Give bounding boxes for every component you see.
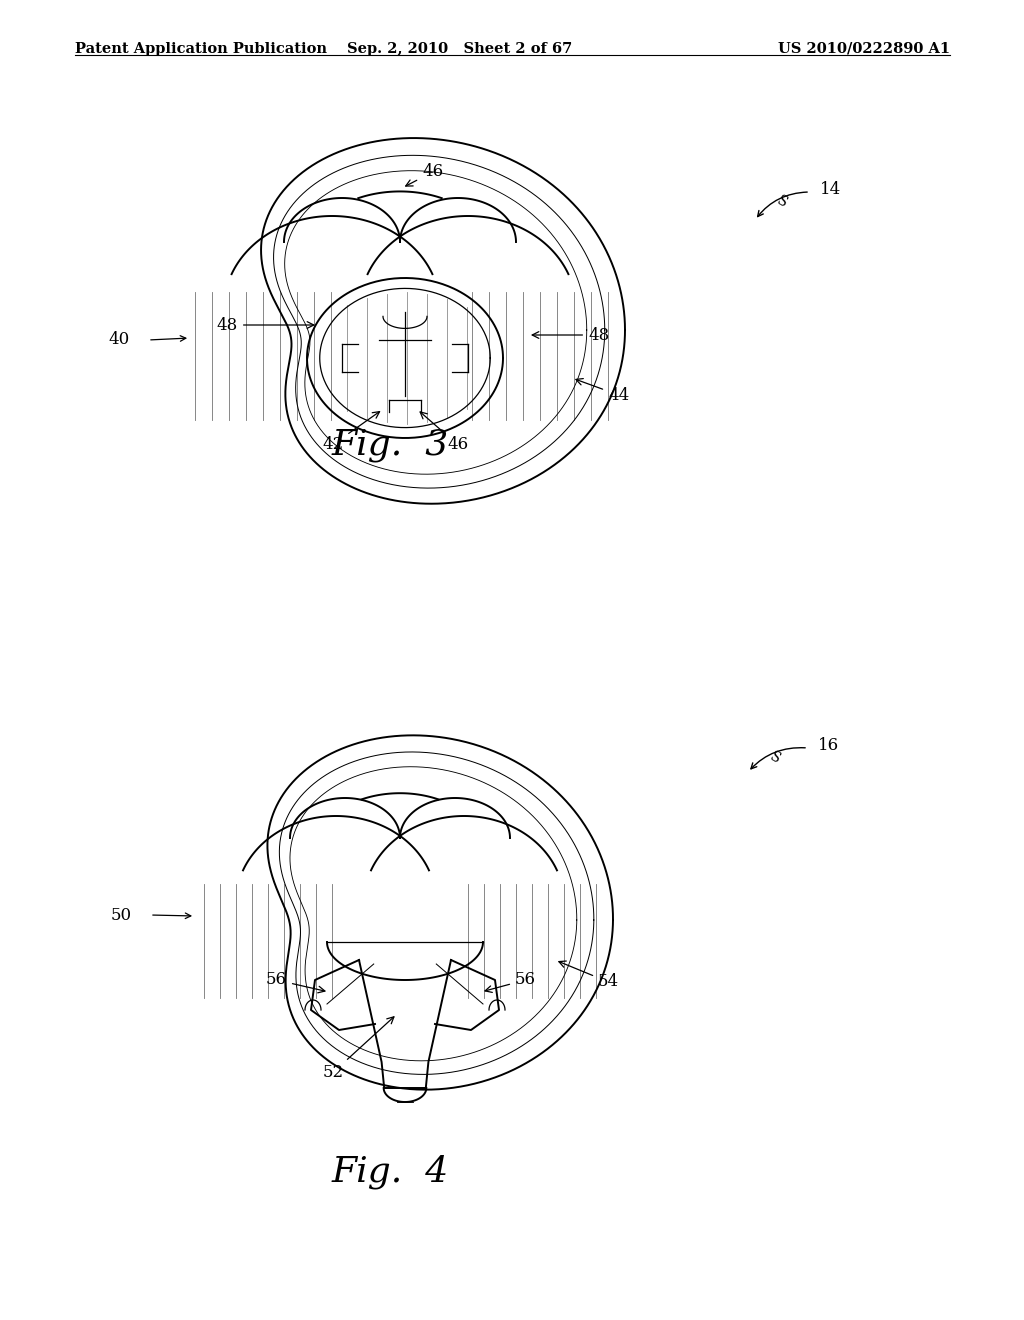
Text: 56: 56 (266, 972, 325, 993)
Text: 16: 16 (818, 738, 839, 755)
Text: US 2010/0222890 A1: US 2010/0222890 A1 (778, 42, 950, 55)
Text: 54: 54 (559, 961, 620, 990)
Text: 48: 48 (217, 317, 313, 334)
Text: 14: 14 (820, 181, 842, 198)
Text: 42: 42 (323, 412, 380, 453)
Text: Patent Application Publication: Patent Application Publication (75, 42, 327, 55)
Text: 48: 48 (532, 326, 609, 343)
Text: S: S (767, 750, 782, 767)
Text: S: S (774, 194, 790, 210)
Text: 56: 56 (485, 972, 536, 993)
Text: 52: 52 (323, 1016, 394, 1081)
Text: Sep. 2, 2010   Sheet 2 of 67: Sep. 2, 2010 Sheet 2 of 67 (347, 42, 572, 55)
Text: 46: 46 (420, 412, 468, 453)
Text: 44: 44 (575, 379, 630, 404)
Text: 46: 46 (406, 164, 443, 186)
Text: 50: 50 (111, 907, 132, 924)
Text: Fig.  3: Fig. 3 (332, 428, 449, 462)
Text: 40: 40 (109, 331, 130, 348)
Text: Fig.  4: Fig. 4 (332, 1155, 449, 1189)
